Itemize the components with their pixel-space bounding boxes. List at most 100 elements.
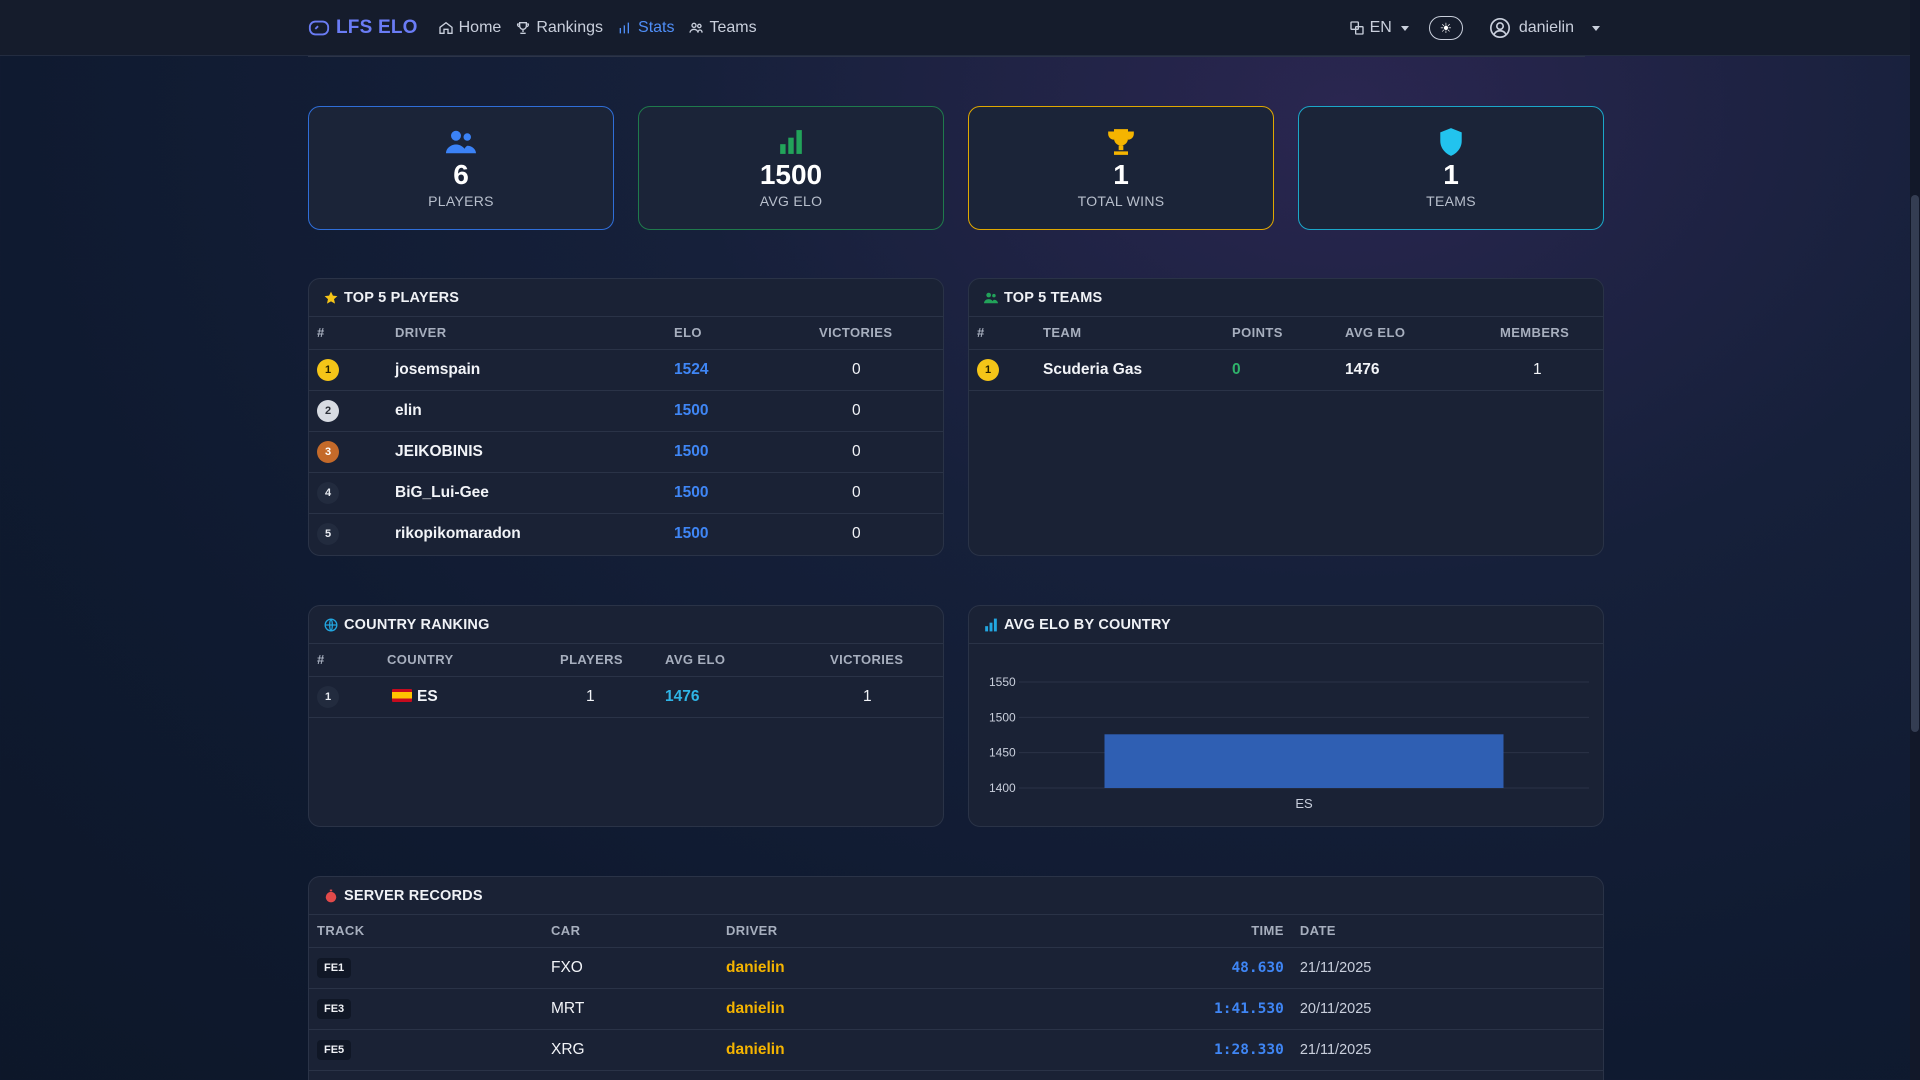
brand-logo[interactable]: LFS ELO: [308, 17, 418, 39]
theme-toggle[interactable]: ☀: [1428, 16, 1463, 40]
record-car: MRT: [551, 988, 726, 1030]
player-victories: 0: [819, 349, 943, 391]
y-tick-label: 1500: [989, 710, 1016, 724]
stat-card-teams: 1 TEAMS: [1298, 106, 1604, 230]
nav-teams-label: Teams: [709, 19, 757, 36]
users-icon: [446, 130, 476, 154]
nav-home-label: Home: [458, 19, 502, 36]
bar-ES[interactable]: [1104, 734, 1504, 788]
chevron-down-icon: [1592, 25, 1600, 31]
panel-title: AVG ELO BY COUNTRY: [1004, 616, 1171, 633]
player-name[interactable]: elin: [395, 390, 674, 432]
username: danielin: [1518, 19, 1574, 36]
star-icon: [324, 291, 338, 304]
nav-home[interactable]: Home: [438, 19, 502, 37]
scrollbar-thumb[interactable]: [1911, 195, 1919, 732]
record-date: 21/11/2025: [1299, 1029, 1603, 1071]
team-members: 1: [1500, 349, 1603, 391]
navbar: LFS ELO Home Rankings Stats Teams: [0, 0, 1910, 56]
record-time: 48.630: [1214, 947, 1300, 989]
record-date: 21/11/2025: [1299, 947, 1603, 989]
gauge-icon: [308, 20, 330, 36]
y-tick-label: 1400: [989, 781, 1016, 795]
record-car: XRG: [551, 1029, 726, 1071]
nav-teams[interactable]: Teams: [688, 19, 757, 37]
sun-icon: ☀: [1439, 19, 1453, 36]
panel-title: TOP 5 PLAYERS: [344, 289, 460, 306]
column-header: #: [309, 317, 395, 350]
spain-flag-icon: [392, 688, 412, 702]
player-elo: 1500: [674, 390, 819, 432]
globe-icon: [324, 618, 338, 631]
stat-value: 1: [1443, 159, 1459, 190]
top-teams-panel: TOP 5 TEAMS # TEAM POINTS AVG ELO MEMBER…: [968, 278, 1604, 556]
server-records-table: TRACK CAR DRIVER TIME DATE FE1 FXO danie…: [309, 915, 1603, 1071]
table-row: FE1 FXO danielin 48.630 21/11/2025: [309, 947, 1603, 989]
column-header: POINTS: [1232, 317, 1345, 350]
country-players: 1: [560, 676, 665, 718]
player-victories: 0: [819, 390, 943, 432]
rank-badge: 5: [317, 522, 339, 545]
trophy-icon: [1108, 129, 1134, 155]
column-header: #: [969, 317, 1043, 350]
stat-label: PLAYERS: [428, 193, 494, 209]
player-elo: 1500: [674, 472, 819, 514]
brand-name: LFS ELO: [336, 17, 418, 38]
panel-title: TOP 5 TEAMS: [1004, 289, 1103, 306]
record-time: 1:41.530: [1214, 988, 1300, 1030]
panel-title: COUNTRY RANKING: [344, 616, 490, 633]
column-header: VICTORIES: [819, 317, 943, 350]
stopwatch-icon: [325, 889, 337, 902]
stat-label: TOTAL WINS: [1077, 193, 1165, 209]
country-avg-elo: 1476: [665, 676, 830, 718]
user-menu[interactable]: danielin: [1489, 17, 1600, 39]
column-header: MEMBERS: [1500, 317, 1603, 350]
record-driver[interactable]: danielin: [726, 988, 1214, 1030]
y-tick-label: 1450: [989, 746, 1016, 760]
trophy-icon: [517, 22, 530, 34]
country-code: ES: [417, 687, 438, 705]
track-badge: FE3: [317, 998, 352, 1019]
stat-value: 1: [1113, 159, 1129, 190]
record-driver[interactable]: danielin: [726, 947, 1214, 989]
column-header: AVG ELO: [665, 644, 830, 677]
avg-elo-bar-chart: 1400 1450 1500 1550 ES: [989, 675, 1589, 811]
scrollbar[interactable]: [1910, 0, 1920, 1080]
rank-badge: 3: [317, 440, 339, 463]
table-row: FE5 XRG danielin 1:28.330 21/11/2025: [309, 1029, 1603, 1071]
translate-icon: [1349, 21, 1364, 35]
server-records-panel: SERVER RECORDS TRACK CAR DRIVER TIME DAT…: [308, 876, 1604, 1080]
top-teams-table: # TEAM POINTS AVG ELO MEMBERS 1 Scuderia…: [969, 317, 1603, 391]
player-elo: 1500: [674, 431, 819, 473]
rank-badge: 1: [317, 358, 339, 381]
stat-card-avg-elo: 1500 AVG ELO: [638, 106, 944, 230]
column-header: COUNTRY: [387, 644, 560, 677]
player-victories: 0: [819, 472, 943, 514]
column-header: DRIVER: [395, 317, 674, 350]
avg-elo-chart-panel: AVG ELO BY COUNTRY 1400 1450 1500 1550 ES: [968, 605, 1604, 827]
nav-stats[interactable]: Stats: [617, 19, 674, 37]
column-header: TEAM: [1043, 317, 1232, 350]
chevron-down-icon: [1400, 25, 1409, 31]
rank-badge: 2: [317, 399, 339, 422]
table-row: 2 elin 1500 0: [309, 390, 943, 432]
player-name[interactable]: rikopikomaradon: [395, 524, 521, 542]
record-date: 20/11/2025: [1299, 988, 1603, 1030]
player-name[interactable]: BiG_Lui-Gee: [395, 472, 674, 514]
table-row: 1 josemspain 1524 0: [309, 349, 943, 391]
country-ranking-panel: COUNTRY RANKING # COUNTRY PLAYERS AVG EL…: [308, 605, 944, 827]
track-badge: FE1: [317, 957, 352, 978]
nav-rankings[interactable]: Rankings: [515, 19, 603, 37]
column-header: PLAYERS: [560, 644, 665, 677]
country-ranking-table: # COUNTRY PLAYERS AVG ELO VICTORIES 1 ES…: [309, 644, 943, 718]
language-dropdown[interactable]: EN: [1349, 19, 1409, 37]
stat-value: 1500: [759, 159, 823, 190]
y-tick-label: 1550: [989, 675, 1016, 689]
divider: [308, 56, 1585, 57]
team-name[interactable]: Scuderia Gas: [1043, 349, 1232, 391]
player-name[interactable]: JEIKOBINIS: [395, 431, 674, 473]
table-row: 5 rikopikomaradon 1500 0: [309, 513, 943, 554]
player-name[interactable]: josemspain: [395, 349, 674, 391]
shield-icon: [1440, 128, 1462, 156]
record-driver[interactable]: danielin: [726, 1029, 1214, 1071]
